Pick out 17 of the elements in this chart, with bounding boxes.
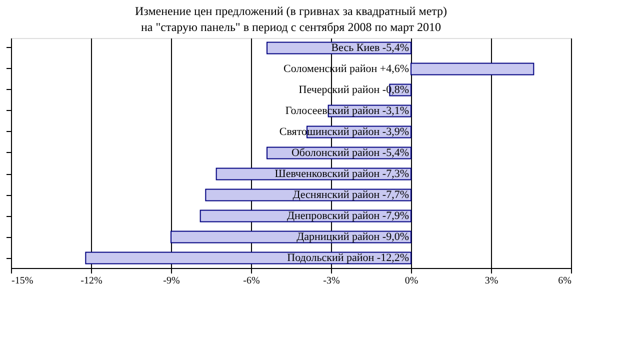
- y-tick-label: Подольский район -12,2%: [287, 252, 409, 264]
- x-tick-label: -6%: [243, 276, 260, 286]
- chart-title: Изменение цен предложений (в гривнах за квадратный метр): [134, 4, 448, 18]
- y-tick-label: Шевченковский район -7,3%: [274, 168, 409, 180]
- x-tick-label: -9%: [163, 276, 180, 286]
- y-tick-label: Дарницкий район -9,0%: [296, 231, 409, 244]
- y-tick-label: Весь Киев -5,4%: [331, 42, 409, 54]
- x-tick-label: 3%: [484, 276, 498, 286]
- x-tick-label: -15%: [12, 276, 34, 286]
- x-tick-label: -12%: [80, 276, 102, 286]
- chart-subtitle: на "старую панель" в период с сентября 2008 по март 2010: [140, 20, 442, 34]
- y-tick-label: Оболонский район -5,4%: [291, 147, 409, 159]
- y-tick-label: Днепровский район -7,9%: [286, 210, 409, 222]
- x-tick-label: 6%: [558, 276, 572, 286]
- x-tick-label: 0%: [404, 276, 418, 286]
- y-tick-label: Деснянский район -7,7%: [292, 189, 409, 202]
- x-tick-label: -3%: [323, 276, 340, 286]
